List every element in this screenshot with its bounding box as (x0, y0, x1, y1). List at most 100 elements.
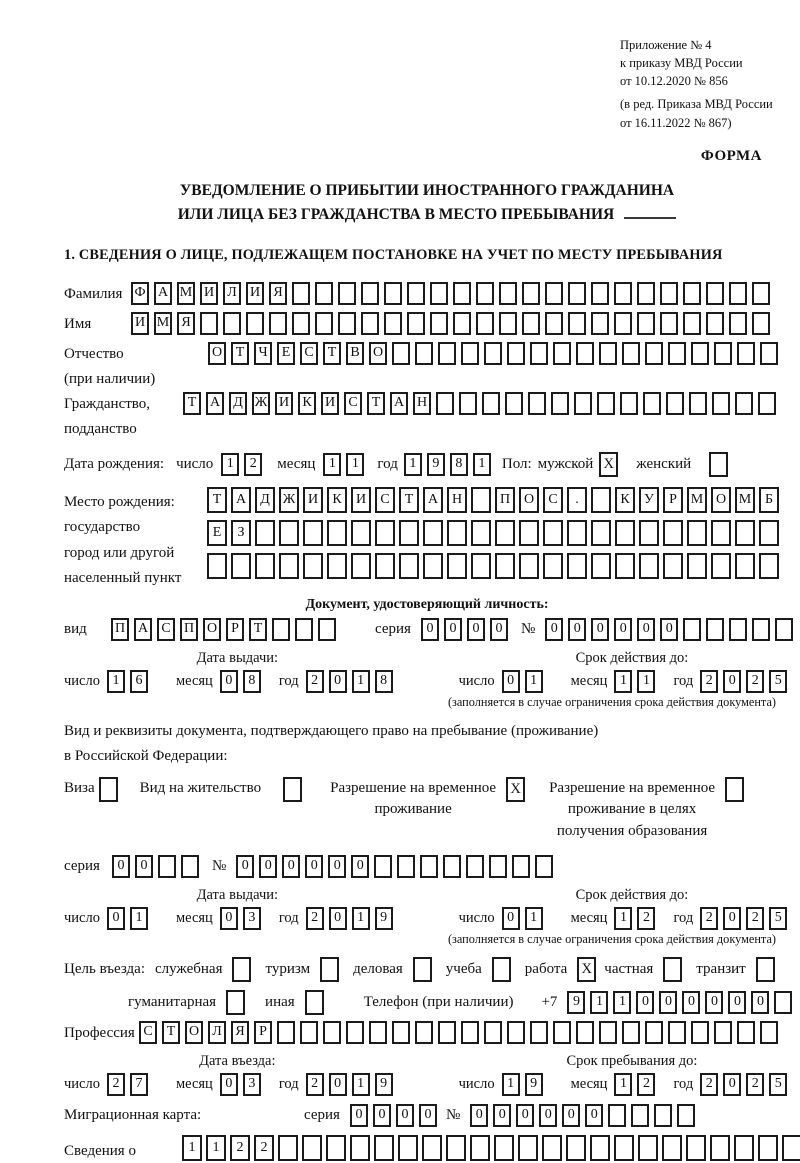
char-box[interactable]: 2 (746, 669, 765, 693)
char-box[interactable]: 0 (372, 1103, 391, 1127)
purpose-humanitarian-checkbox[interactable] (226, 989, 246, 1015)
char-box[interactable]: С (139, 1020, 157, 1044)
char-box[interactable]: З (231, 519, 251, 546)
char-box[interactable]: О (185, 1020, 203, 1044)
char-box[interactable]: 0 (705, 990, 724, 1014)
char-box[interactable] (384, 311, 402, 335)
char-box[interactable] (278, 1134, 298, 1161)
char-box[interactable] (706, 311, 724, 335)
char-box[interactable]: 5 (769, 906, 788, 930)
char-box[interactable] (622, 1020, 640, 1044)
char-box[interactable]: М (154, 311, 172, 335)
char-box[interactable] (760, 341, 778, 365)
char-box[interactable] (711, 552, 731, 579)
char-box[interactable]: О (369, 341, 387, 365)
char-box[interactable] (686, 1134, 706, 1161)
char-box[interactable]: Т (323, 341, 341, 365)
char-box[interactable]: 0 (418, 1103, 437, 1127)
char-box[interactable]: 1 (524, 669, 543, 693)
char-box[interactable] (279, 552, 299, 579)
char-box[interactable]: 8 (449, 452, 468, 476)
char-box[interactable]: И (321, 391, 339, 415)
char-box[interactable] (591, 552, 611, 579)
char-box[interactable] (759, 552, 779, 579)
char-box[interactable] (430, 311, 448, 335)
char-box[interactable]: 0 (682, 990, 701, 1014)
char-box[interactable]: 0 (659, 990, 678, 1014)
char-box[interactable]: 0 (470, 1103, 489, 1127)
char-box[interactable] (711, 519, 731, 546)
char-box[interactable] (553, 341, 571, 365)
char-box[interactable]: 0 (545, 617, 564, 641)
char-box[interactable]: Я (177, 311, 195, 335)
char-box[interactable]: 1 (106, 669, 125, 693)
char-box[interactable] (369, 1020, 387, 1044)
char-box[interactable]: М (177, 281, 195, 305)
char-box[interactable]: М (735, 486, 755, 513)
char-box[interactable]: 0 (420, 617, 439, 641)
char-box[interactable] (246, 311, 264, 335)
char-box[interactable]: 0 (539, 1103, 558, 1127)
char-box[interactable]: 1 (346, 452, 365, 476)
char-box[interactable]: 1 (129, 906, 148, 930)
char-box[interactable] (255, 519, 275, 546)
char-box[interactable] (384, 281, 402, 305)
char-box[interactable]: 0 (466, 617, 485, 641)
char-box[interactable] (663, 552, 683, 579)
char-box[interactable] (443, 854, 462, 878)
char-box[interactable]: 9 (374, 1072, 393, 1096)
char-box[interactable]: 1 (613, 990, 632, 1014)
char-box[interactable] (662, 1134, 682, 1161)
char-box[interactable] (622, 341, 640, 365)
char-box[interactable]: Т (399, 486, 419, 513)
char-box[interactable]: И (275, 391, 293, 415)
char-box[interactable]: 6 (129, 669, 148, 693)
char-box[interactable] (752, 311, 770, 335)
char-box[interactable] (361, 311, 379, 335)
char-box[interactable] (471, 486, 491, 513)
char-box[interactable] (637, 311, 655, 335)
char-box[interactable]: 0 (282, 854, 301, 878)
char-box[interactable]: К (298, 391, 316, 415)
char-box[interactable]: 1 (351, 906, 370, 930)
char-box[interactable] (436, 391, 454, 415)
char-box[interactable]: Т (207, 486, 227, 513)
char-box[interactable]: С (543, 486, 563, 513)
option-education-residence-checkbox[interactable] (725, 776, 745, 802)
char-box[interactable]: 1 (323, 452, 342, 476)
char-box[interactable] (350, 1134, 370, 1161)
char-box[interactable] (729, 281, 747, 305)
purpose-other-checkbox[interactable] (304, 989, 324, 1015)
char-box[interactable] (375, 519, 395, 546)
char-box[interactable] (499, 281, 517, 305)
char-box[interactable] (543, 519, 563, 546)
char-box[interactable]: 0 (305, 854, 324, 878)
char-box[interactable]: П (180, 617, 198, 641)
char-box[interactable] (567, 519, 587, 546)
char-box[interactable] (663, 519, 683, 546)
char-box[interactable] (351, 552, 371, 579)
char-box[interactable] (551, 391, 569, 415)
char-box[interactable] (300, 1020, 318, 1044)
char-box[interactable]: Е (277, 341, 295, 365)
char-box[interactable] (645, 1020, 663, 1044)
char-box[interactable] (374, 854, 393, 878)
char-box[interactable] (683, 281, 701, 305)
char-box[interactable]: А (423, 486, 443, 513)
char-box[interactable] (338, 281, 356, 305)
char-box[interactable] (599, 341, 617, 365)
option-visa-checkbox[interactable] (98, 776, 118, 802)
char-box[interactable] (691, 1020, 709, 1044)
char-box[interactable]: 2 (700, 906, 719, 930)
char-box[interactable] (535, 854, 554, 878)
char-box[interactable]: 2 (637, 1072, 656, 1096)
char-box[interactable] (542, 1134, 562, 1161)
char-box[interactable] (568, 311, 586, 335)
char-box[interactable] (326, 1134, 346, 1161)
char-box[interactable]: 1 (501, 1072, 520, 1096)
char-box[interactable] (752, 617, 771, 641)
char-box[interactable]: А (206, 391, 224, 415)
purpose-private-checkbox[interactable] (663, 956, 683, 982)
char-box[interactable] (706, 617, 725, 641)
char-box[interactable]: 8 (374, 669, 393, 693)
